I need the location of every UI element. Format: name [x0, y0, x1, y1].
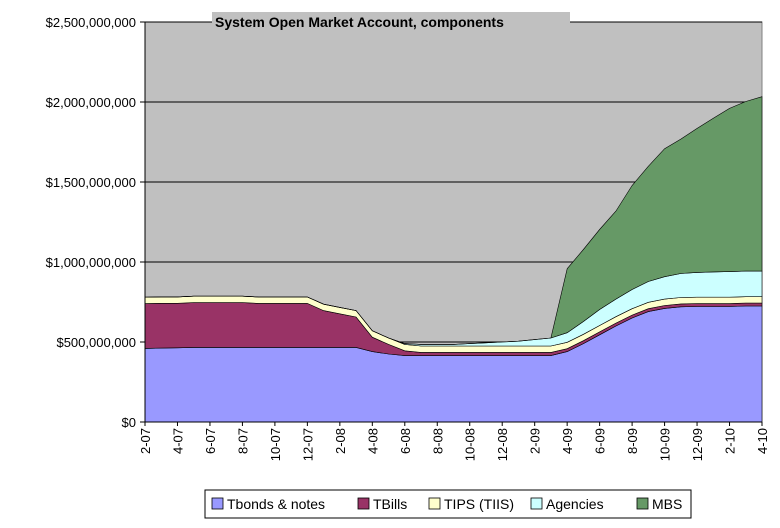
- y-tick-label: $500,000,000: [56, 335, 136, 350]
- legend-swatch-tbills: [357, 497, 370, 510]
- area-series-group: [144, 96, 763, 423]
- legend-swatch-mbs: [636, 497, 649, 510]
- legend-label-agencies: Agencies: [546, 496, 604, 512]
- y-tick-label: $0: [122, 415, 136, 430]
- x-tick-label: 2-07: [138, 428, 153, 454]
- area-series-mbs: [144, 96, 763, 345]
- x-tick-label: 8-09: [625, 428, 640, 454]
- x-axis: 2-07 4-07 6-07 8-07 10-07 12-07 2-08 4-08 6-08 8-…: [138, 421, 770, 461]
- y-tick-label: $1,000,000,000: [46, 255, 136, 270]
- x-tick-label: 2-10: [723, 428, 738, 454]
- legend-label-tbills: TBills: [373, 496, 407, 512]
- x-tick-label: 4-10: [755, 428, 770, 454]
- legend-box: [204, 489, 692, 519]
- legend-swatch-tbonds-notes: [211, 497, 224, 510]
- legend-label-mbs: MBS: [652, 496, 682, 512]
- legend-swatch-tips-tiis: [428, 497, 441, 510]
- legend-label-tips-tiis: TIPS (TIIS): [444, 496, 514, 512]
- x-tick-label: 6-09: [593, 428, 608, 454]
- legend-swatch-agencies: [530, 497, 543, 510]
- x-tick-label: 4-08: [365, 428, 380, 454]
- x-tick-label: 6-07: [203, 428, 218, 454]
- legend-label-tbonds-notes: Tbonds & notes: [227, 496, 325, 512]
- x-tick-label: 8-07: [235, 428, 250, 454]
- x-tick-label: 12-08: [495, 428, 510, 461]
- chart-title-background: [212, 12, 570, 32]
- y-tick-label: $2,500,000,000: [46, 15, 136, 30]
- x-tick-label: 10-07: [268, 428, 283, 461]
- chart-title: System Open Market Account, components: [215, 14, 504, 30]
- x-tick-label: 4-07: [170, 428, 185, 454]
- x-tick-label: 2-09: [528, 428, 543, 454]
- x-tick-label: 2-08: [333, 428, 348, 454]
- x-tick-label: 6-08: [398, 428, 413, 454]
- x-tick-label: 12-09: [690, 428, 705, 461]
- chart-title-group: System Open Market Account, components: [212, 12, 570, 32]
- x-tick-label: 12-07: [300, 428, 315, 461]
- x-tick-label: 8-08: [430, 428, 445, 454]
- y-axis: $0 $500,000,000 $1,000,000,000 $1,500,000,0…: [46, 15, 146, 430]
- legend: Tbonds & notes TBills TIPS (TIIS) Agencies M…: [204, 489, 692, 519]
- x-tick-label: 10-09: [658, 428, 673, 461]
- x-tick-label: 10-08: [463, 428, 478, 461]
- x-tick-label: 4-09: [560, 428, 575, 454]
- y-tick-label: $2,000,000,000: [46, 95, 136, 110]
- y-tick-label: $1,500,000,000: [46, 175, 136, 190]
